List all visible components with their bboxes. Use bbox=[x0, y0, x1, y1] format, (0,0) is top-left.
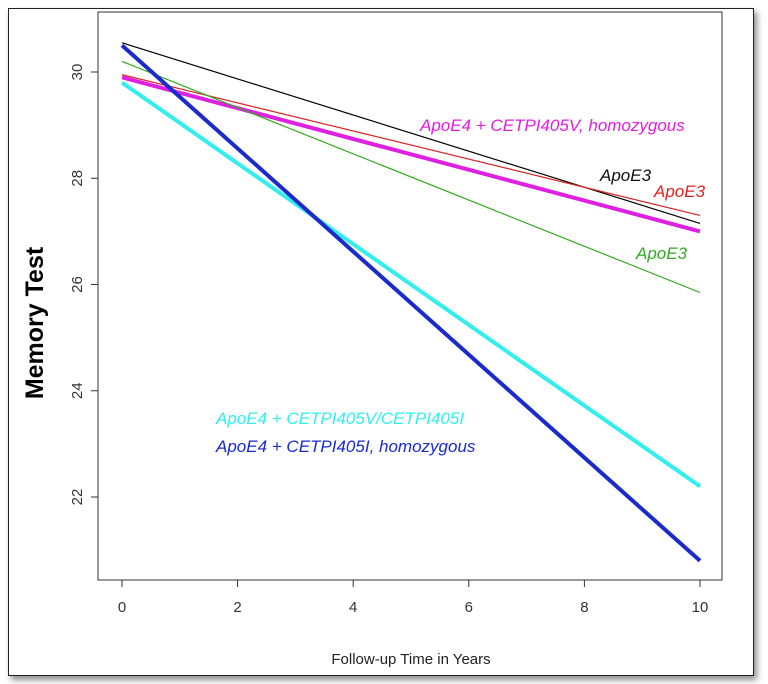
series-annotation: ApoE4 + CETPI405V, homozygous bbox=[419, 116, 685, 135]
series-line-1 bbox=[121, 42, 701, 224]
y-axis-label: Memory Test bbox=[21, 246, 49, 399]
y-tick-label: 24 bbox=[69, 382, 86, 399]
y-tick-label: 28 bbox=[69, 170, 86, 187]
x-tick-label: 2 bbox=[233, 599, 241, 616]
series-line-5 bbox=[120, 80, 702, 489]
series-annotation: ApoE4 + CETPI405V/CETPI405I bbox=[215, 409, 464, 428]
series-line-3 bbox=[121, 60, 701, 294]
annotation-layer: ApoE4 + CETPI405V, homozygousApoE3ApoE3A… bbox=[215, 116, 706, 456]
series-annotation: ApoE3 bbox=[599, 166, 652, 185]
series-layer bbox=[120, 42, 702, 563]
x-axis-label: Follow-up Time in Years bbox=[331, 651, 490, 668]
y-tick-label: 22 bbox=[69, 489, 86, 506]
series-line-6 bbox=[120, 43, 702, 563]
x-tick-label: 4 bbox=[349, 599, 357, 616]
series-line-2 bbox=[121, 74, 701, 216]
x-tick-label: 6 bbox=[465, 599, 473, 616]
plot-area bbox=[97, 11, 723, 581]
series-annotation: ApoE3 bbox=[635, 244, 688, 263]
series-annotation: ApoE3 bbox=[653, 182, 706, 201]
series-line-4 bbox=[121, 75, 701, 234]
y-tick-label: 30 bbox=[69, 64, 86, 81]
y-tick-label: 26 bbox=[69, 276, 86, 293]
x-tick-label: 10 bbox=[692, 599, 709, 616]
plot-border bbox=[97, 11, 723, 581]
chart-frame bbox=[8, 8, 754, 676]
series-annotation: ApoE4 + CETPI405I, homozygous bbox=[215, 437, 476, 456]
x-tick-label: 0 bbox=[118, 599, 126, 616]
x-tick-label: 8 bbox=[580, 599, 588, 616]
